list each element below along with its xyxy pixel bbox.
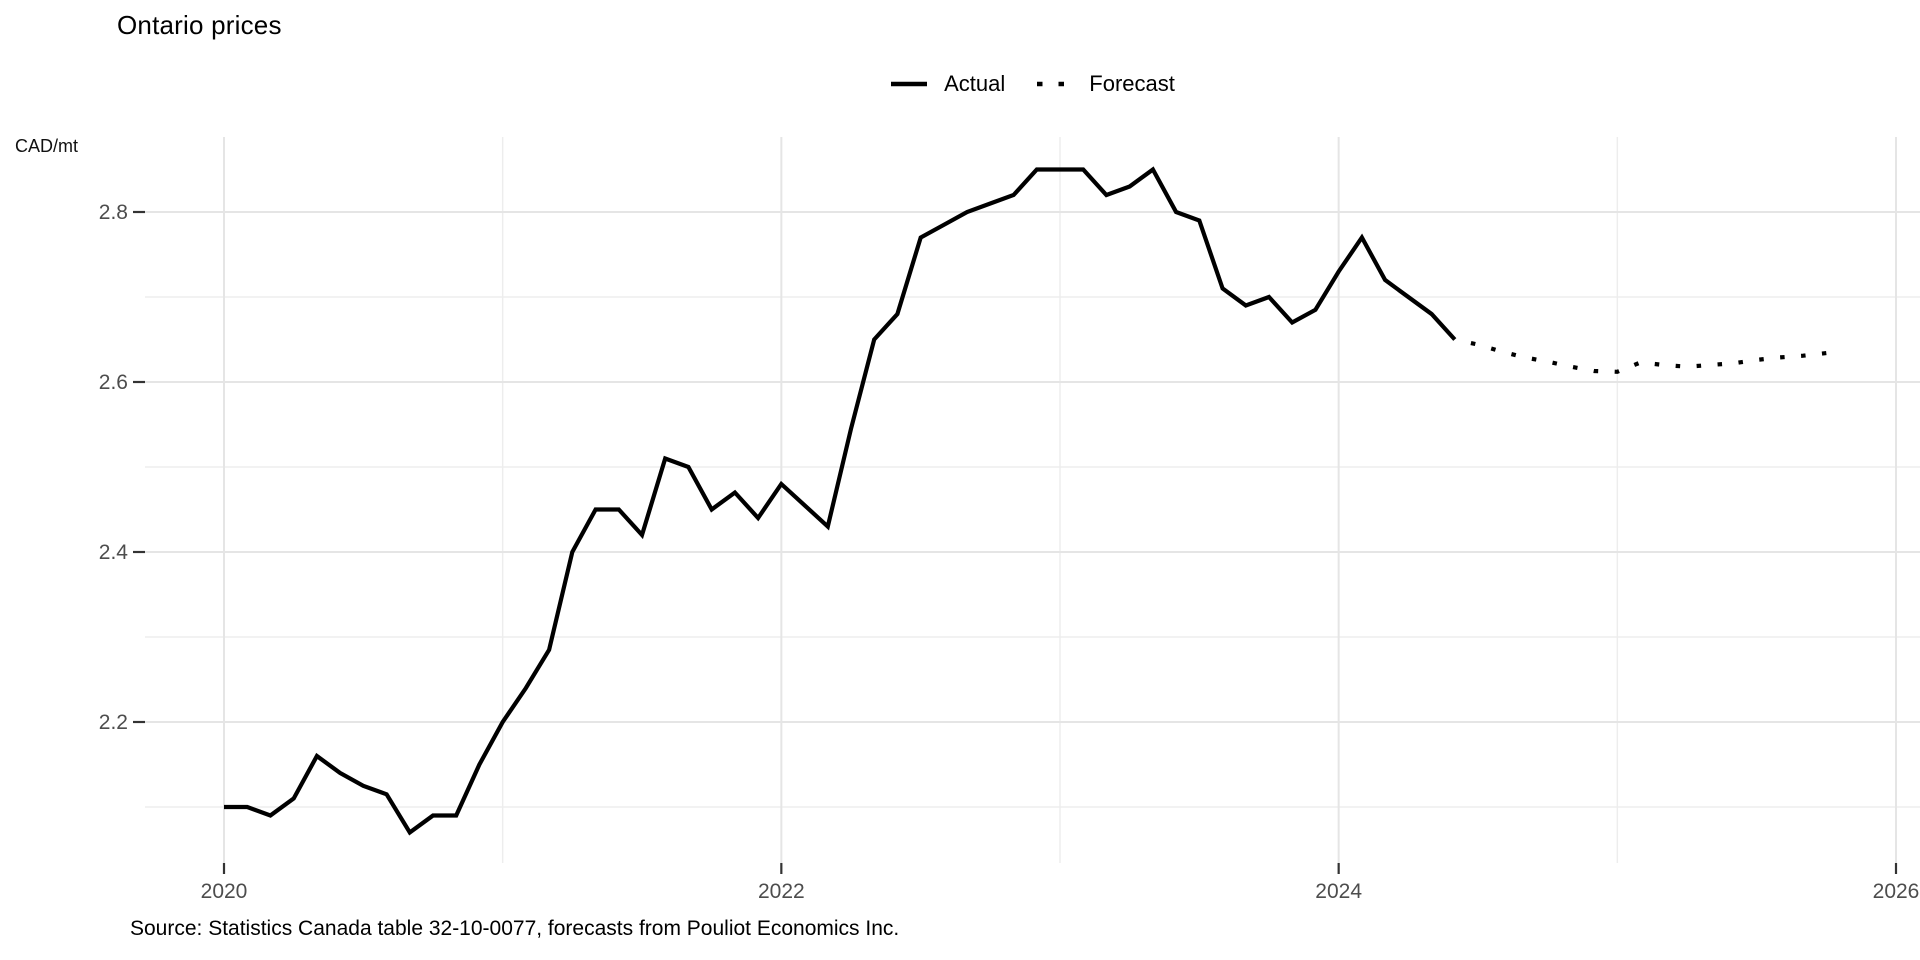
y-axis-unit-label: CAD/mt (15, 136, 78, 156)
series-line-forecast (1454, 337, 1827, 374)
source-caption: Source: Statistics Canada table 32-10-00… (130, 917, 900, 940)
solid-line-icon (891, 81, 928, 87)
legend-item-forecast: Forecast (1035, 66, 1175, 102)
x-tick-label: 2022 (758, 880, 805, 903)
y-tick-label: 2.8 (99, 201, 128, 224)
x-tick-label: 2020 (201, 880, 248, 903)
dotted-line-icon (1037, 81, 1074, 87)
y-tick-label: 2.4 (99, 541, 129, 564)
series-line-actual (224, 166, 1457, 836)
legend-item-actual: Actual (890, 66, 1005, 102)
x-tick-label: 2026 (1873, 880, 1920, 903)
chart-legend: Actual Forecast (145, 66, 1920, 102)
legend-label-actual: Actual (944, 71, 1006, 96)
x-tick-label: 2024 (1315, 880, 1362, 903)
legend-label-forecast: Forecast (1089, 71, 1175, 96)
page-title: Ontario prices (117, 10, 282, 40)
y-tick-label: 2.6 (99, 371, 128, 394)
y-tick-label: 2.2 (99, 711, 128, 734)
